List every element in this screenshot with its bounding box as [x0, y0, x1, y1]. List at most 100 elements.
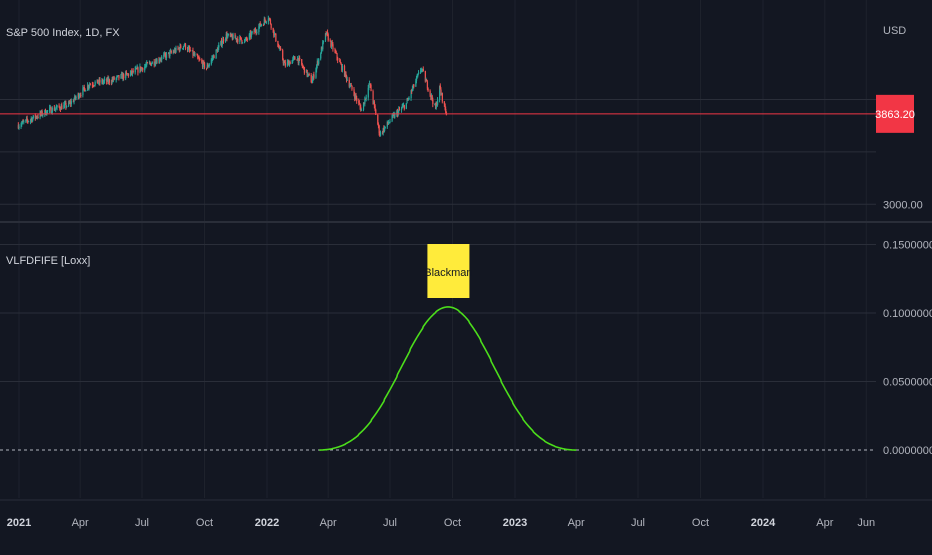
candle-body: [122, 74, 124, 79]
time-tick-label: 2022: [255, 517, 279, 529]
candle-body: [387, 121, 389, 124]
candle-body: [321, 47, 323, 50]
candle-body: [92, 85, 94, 87]
candle-body: [23, 121, 25, 123]
candle-body: [201, 59, 203, 63]
candle-body: [231, 36, 234, 40]
candle-body: [169, 51, 171, 56]
candle-body: [402, 105, 404, 107]
candle-body: [207, 65, 209, 67]
candle-body: [435, 103, 437, 109]
candle-body: [184, 43, 187, 49]
candle-body: [232, 34, 234, 40]
candle-body: [216, 49, 218, 51]
candle-body: [66, 105, 68, 108]
candle-body: [110, 82, 113, 84]
candle-body: [325, 33, 327, 35]
candle-body: [379, 133, 381, 136]
price-axis[interactable]: 3000.00: [883, 199, 923, 211]
candle-body: [85, 90, 87, 92]
candle-body: [193, 53, 195, 56]
candle-body: [155, 61, 157, 65]
candle-body: [307, 74, 309, 76]
candle-body: [411, 88, 414, 92]
candle-body: [163, 54, 165, 57]
candle-body: [34, 115, 37, 118]
candle-body: [123, 74, 125, 79]
price-pane[interactable]: [0, 15, 876, 137]
candle-body: [259, 23, 261, 27]
candle-body: [244, 39, 246, 41]
time-tick-label: Apr: [72, 517, 89, 529]
time-axis[interactable]: 2021 Apr Jul Oct 2022 Apr Jul Oct 2023 Apr Jul Oct 2…: [0, 499, 932, 529]
candle-body: [211, 58, 213, 60]
blackman-annotation-label: Blackman: [424, 267, 472, 279]
candle-body: [55, 108, 57, 110]
candle-body: [261, 24, 263, 26]
candle-body: [434, 103, 436, 105]
candle-body: [307, 74, 310, 76]
candle-body: [93, 85, 96, 87]
candle-body: [298, 57, 300, 63]
candle-body: [40, 111, 43, 115]
candle-body: [165, 53, 168, 58]
candle-body: [355, 95, 357, 99]
candle-body: [178, 48, 181, 51]
candle-body: [17, 125, 20, 129]
candle-body: [384, 127, 386, 132]
candle-body: [317, 61, 319, 64]
candle-body: [87, 85, 90, 88]
candle-body: [149, 62, 151, 64]
candle-body: [392, 114, 395, 116]
candle-body: [170, 51, 172, 53]
candle-body: [74, 95, 77, 99]
candle-body: [27, 120, 29, 122]
blackman-line: [319, 306, 577, 451]
candle-body: [435, 103, 437, 109]
candle-body: [279, 48, 281, 50]
candle-body: [398, 109, 401, 111]
candle-body: [388, 122, 391, 124]
candle-body: [394, 113, 396, 118]
candle-body: [201, 62, 204, 67]
candle-body: [220, 40, 223, 46]
candle-body: [297, 58, 299, 61]
candle-body: [358, 100, 360, 103]
candle-body: [368, 83, 370, 88]
candle-body: [125, 72, 128, 74]
candle-body: [49, 107, 51, 111]
candle-body: [401, 106, 403, 108]
candle-body: [177, 47, 179, 49]
candle-body: [21, 123, 23, 125]
candle-body: [265, 20, 267, 22]
candle-body: [444, 104, 446, 109]
candle-body: [42, 114, 44, 116]
candle-body: [96, 79, 98, 83]
candle-body: [188, 47, 190, 49]
candle-body: [82, 87, 84, 96]
candle-body: [405, 103, 407, 109]
candle-body: [415, 76, 418, 81]
candle-body: [416, 75, 418, 77]
candle-body: [379, 132, 382, 136]
candle-body: [316, 65, 318, 70]
candle-body: [351, 85, 353, 90]
candle-body: [310, 75, 312, 83]
candle-body: [268, 18, 270, 20]
candle-body: [240, 36, 242, 38]
indicator-pane[interactable]: [0, 306, 876, 451]
time-tick-label: Jun: [857, 517, 875, 529]
candle-body: [277, 40, 279, 47]
candle-body: [383, 128, 385, 132]
candle-body: [102, 80, 104, 83]
candle-body: [292, 58, 294, 61]
candle-body: [363, 102, 365, 104]
candle-body: [98, 79, 100, 83]
candle-body: [339, 60, 341, 62]
candle-body: [440, 89, 442, 95]
candle-body: [142, 67, 144, 71]
candle-body: [255, 31, 257, 33]
candle-body: [58, 105, 60, 107]
